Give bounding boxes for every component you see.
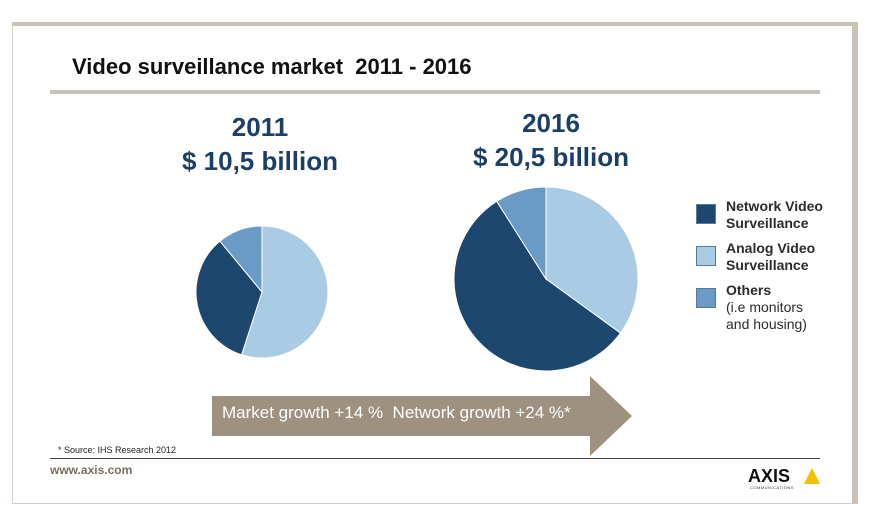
legend-label-others: Others [726,282,772,298]
logo-text: AXIS [748,466,791,486]
logo-triangle-icon [804,468,820,484]
frame-top-border [12,22,858,26]
pie-slice-2016-others [496,186,547,281]
legend: Network Video Surveillance Analog Video … [696,198,846,341]
title-divider [50,90,820,94]
logo-subtext: COMMUNICATIONS [750,485,795,490]
frame-right-border [852,22,858,504]
legend-swatch-analog [696,246,716,266]
axis-logo: AXIS COMMUNICATIONS [748,466,824,494]
legend-item-analog: Analog Video Surveillance [696,240,846,274]
growth-text: Market growth +14 % Network growth +24 %… [222,403,571,422]
legend-swatch-network [696,204,716,224]
pie-2016 [453,186,639,372]
pie-amount-2011: $ 10,5 billion [181,146,339,176]
pie-2011 [195,225,329,359]
pie-slice-2016-network [453,200,622,372]
legend-label-network-2: Surveillance [726,215,809,231]
growth-arrow [212,376,632,456]
legend-item-network: Network Video Surveillance [696,198,846,232]
footer-url: www.axis.com [50,463,133,477]
pie-slice-2011-analog [240,225,329,359]
pie-year-2016: 2016 [522,108,580,138]
legend-swatch-others [696,288,716,308]
pie-slice-2016-analog [545,186,639,334]
pie-year-2011: 2011 [231,112,289,142]
legend-item-others: Others (i.e monitors and housing) [696,282,846,333]
legend-label-analog-2: Surveillance [726,257,809,273]
source-note: * Source: IHS Research 2012 [58,445,177,455]
pie-heading-2016: 2016 $ 20,5 billion [440,106,662,174]
legend-label-network-1: Network Video [726,198,823,214]
legend-label-analog-1: Analog Video [726,240,816,256]
footer-divider [50,458,820,459]
slide-title: Video surveillance market 2011 - 2016 [72,54,472,79]
pie-heading-2011: 2011 $ 10,5 billion [160,110,360,178]
legend-sub-others-1: (i.e monitors [726,299,804,315]
pie-slice-2011-network [195,240,263,356]
pie-slice-2011-others [219,225,263,294]
pie-amount-2016: $ 20,5 billion [472,142,630,172]
legend-sub-others-2: and housing) [726,316,807,332]
